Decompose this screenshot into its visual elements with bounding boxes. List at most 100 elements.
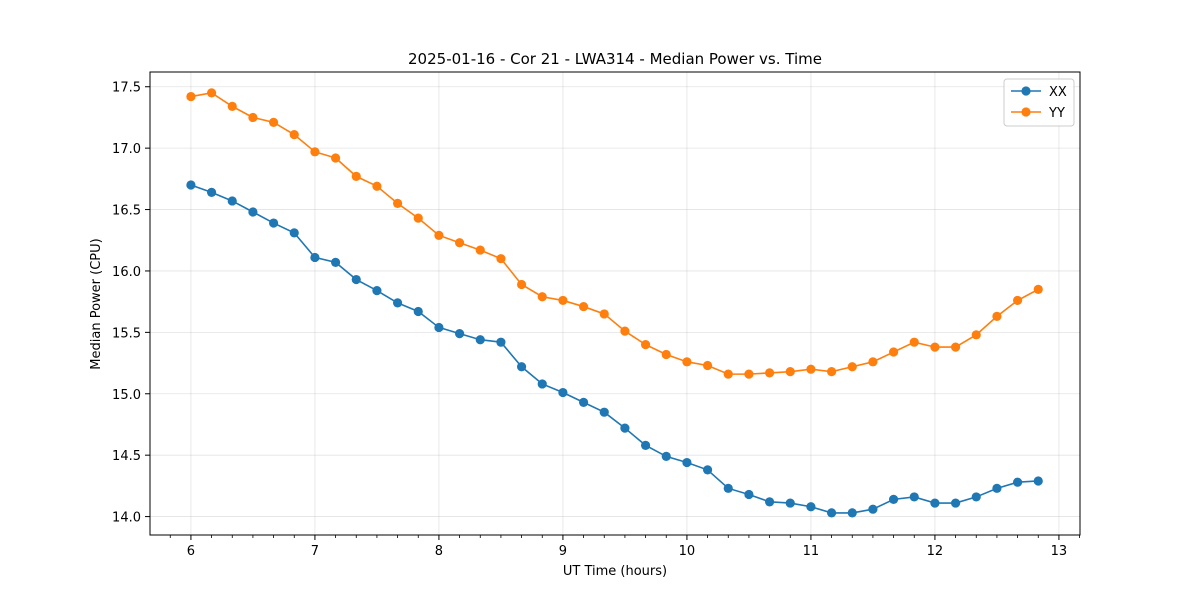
data-point-xx (227, 196, 237, 206)
x-tick-label: 12 (927, 544, 944, 559)
data-point-yy (620, 326, 630, 336)
data-point-xx (1033, 476, 1043, 486)
data-point-xx (496, 337, 506, 347)
y-tick-label: 16.0 (112, 265, 141, 280)
data-point-xx (1012, 477, 1023, 487)
data-point-xx (785, 498, 795, 508)
data-point-yy (578, 301, 589, 312)
data-point-yy (744, 369, 754, 379)
y-tick-label: 16.5 (112, 204, 141, 219)
data-point-xx (351, 274, 361, 285)
data-point-xx (992, 483, 1002, 493)
x-tick-label: 10 (679, 544, 696, 559)
data-point-xx (372, 286, 382, 296)
legend-marker-xx (1021, 86, 1031, 96)
y-tick-label: 14.5 (112, 449, 141, 464)
data-point-yy (992, 311, 1002, 321)
data-point-xx (888, 494, 899, 504)
data-point-yy (372, 181, 382, 191)
data-point-xx (640, 440, 651, 450)
y-tick-label: 14.0 (112, 511, 141, 526)
data-point-xx (392, 298, 403, 308)
plot-frame (149, 71, 1081, 536)
series-line-yy (190, 92, 1039, 375)
grid-layer (150, 72, 1080, 535)
data-point-yy (826, 367, 837, 377)
data-point-yy (186, 91, 196, 102)
data-point-yy (413, 213, 423, 223)
data-point-xx (289, 228, 299, 238)
data-point-yy (206, 88, 217, 98)
data-point-yy (971, 330, 981, 340)
data-point-yy (330, 153, 341, 163)
data-point-yy (434, 230, 444, 240)
y-tick-label: 17.5 (112, 81, 141, 96)
x-tick-label: 9 (559, 544, 567, 559)
data-point-xx (826, 508, 837, 518)
data-point-yy (723, 369, 733, 379)
x-tick-label: 7 (311, 544, 319, 559)
data-point-xx (248, 207, 258, 217)
data-point-xx (310, 252, 320, 263)
data-point-xx (620, 423, 630, 433)
y-axis-label: Median Power (CPU) (89, 238, 104, 369)
legend-marker-yy (1021, 107, 1031, 117)
data-point-xx (764, 497, 775, 507)
data-point-yy (909, 337, 919, 347)
data-point-yy (661, 349, 671, 360)
data-point-xx (434, 322, 444, 333)
data-point-xx (847, 508, 857, 518)
data-point-xx (744, 489, 754, 500)
data-point-yy (351, 171, 361, 181)
y-tick-label: 15.5 (112, 326, 141, 341)
data-point-yy (682, 357, 692, 367)
data-point-xx (413, 306, 423, 317)
data-point-xx (206, 187, 217, 197)
y-tick-label: 17.0 (112, 142, 141, 157)
legend-label-yy: YY (1048, 106, 1065, 121)
data-point-yy (392, 198, 403, 209)
data-point-xx (516, 362, 527, 372)
x-tick-label: 13 (1051, 544, 1068, 559)
data-point-yy (930, 342, 940, 352)
data-point-yy (268, 117, 279, 127)
data-point-yy (558, 295, 568, 306)
data-point-xx (868, 504, 878, 514)
series-layer (186, 88, 1043, 518)
series-line-xx (190, 184, 1039, 514)
data-point-xx (702, 465, 713, 475)
data-point-yy (702, 360, 713, 371)
y-tick-label: 15.0 (112, 388, 141, 403)
data-point-yy (785, 367, 795, 377)
data-point-xx (971, 492, 981, 502)
x-axis-label: UT Time (hours) (563, 564, 667, 579)
data-point-yy (310, 147, 320, 157)
data-point-yy (496, 254, 506, 264)
legend-label-xx: XX (1049, 85, 1067, 100)
data-point-yy (516, 279, 527, 290)
data-point-xx (558, 387, 568, 398)
data-point-xx (909, 492, 919, 502)
data-point-yy (888, 347, 899, 357)
data-point-xx (268, 218, 279, 228)
data-point-xx (330, 257, 341, 267)
data-point-yy (847, 362, 857, 372)
data-point-xx (682, 457, 692, 468)
x-tick-label: 8 (435, 544, 443, 559)
data-point-yy (806, 364, 816, 374)
data-point-yy (227, 101, 237, 111)
data-point-xx (930, 498, 940, 508)
data-point-yy (454, 238, 465, 248)
data-point-yy (764, 368, 775, 378)
data-point-xx (599, 407, 609, 417)
data-point-xx (723, 483, 733, 493)
data-point-xx (950, 498, 961, 508)
legend: XX YY (1003, 78, 1075, 127)
data-point-xx (578, 397, 589, 407)
data-point-yy (475, 245, 485, 255)
data-point-xx (454, 328, 465, 339)
data-point-yy (248, 112, 258, 123)
x-tick-label: 11 (803, 544, 820, 559)
data-point-xx (806, 502, 816, 512)
